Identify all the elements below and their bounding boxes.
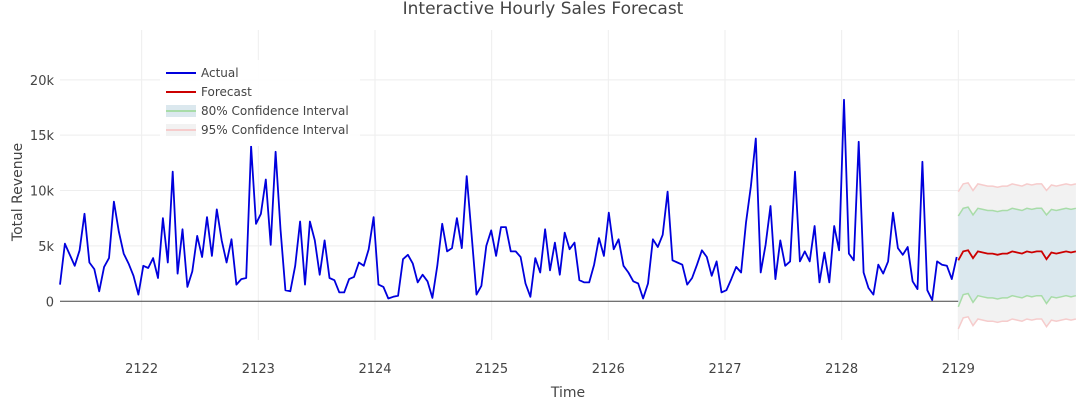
- actual-line: [59, 98, 958, 301]
- forecast-line: [957, 249, 1077, 261]
- legend-label: 95% Confidence Interval: [201, 123, 349, 137]
- legend[interactable]: Actual Forecast 80% Confidence Interval 95%…: [160, 60, 360, 146]
- y-tick-label: 5k: [38, 240, 54, 255]
- x-tick-label: 2127: [708, 362, 741, 377]
- legend-label: Forecast: [201, 85, 252, 99]
- y-tick-label: 20k: [30, 74, 55, 89]
- legend-label: Actual: [201, 66, 239, 80]
- series-lines: [59, 98, 1077, 301]
- ci80-upper-line: [957, 206, 1077, 217]
- legend-item-forecast[interactable]: Forecast: [166, 85, 252, 99]
- x-tick-label: 2122: [125, 362, 158, 377]
- ci95-upper-line: [957, 181, 1077, 193]
- x-tick-label: 2128: [825, 362, 858, 377]
- x-tick-label: 2123: [242, 362, 275, 377]
- legend-item-ci95[interactable]: 95% Confidence Interval: [166, 123, 349, 137]
- ci80-band: [958, 207, 1076, 307]
- y-axis-title: Total Revenue: [10, 143, 26, 242]
- x-tick-label: 2129: [942, 362, 975, 377]
- x-tick-label: 2124: [358, 362, 391, 377]
- y-tick-label: 0: [46, 295, 54, 310]
- x-axis-title: Time: [550, 385, 585, 400]
- y-tick-label: 10k: [30, 185, 55, 200]
- legend-item-ci80[interactable]: 80% Confidence Interval: [166, 104, 349, 118]
- confidence-bands: [957, 181, 1077, 330]
- x-tick-label: 2125: [475, 362, 508, 377]
- ci80-lower-line: [957, 292, 1077, 308]
- x-axis: 2122 2123 2124 2125 2126 2127 2128 2129: [125, 362, 975, 377]
- y-axis: 0 5k 10k 15k 20k: [30, 74, 55, 310]
- ci95-lower-line: [957, 315, 1077, 330]
- y-tick-label: 15k: [30, 129, 55, 144]
- chart-title: Interactive Hourly Sales Forecast: [403, 0, 684, 19]
- x-tick-label: 2126: [592, 362, 625, 377]
- legend-item-actual[interactable]: Actual: [166, 66, 239, 80]
- legend-label: 80% Confidence Interval: [201, 104, 349, 118]
